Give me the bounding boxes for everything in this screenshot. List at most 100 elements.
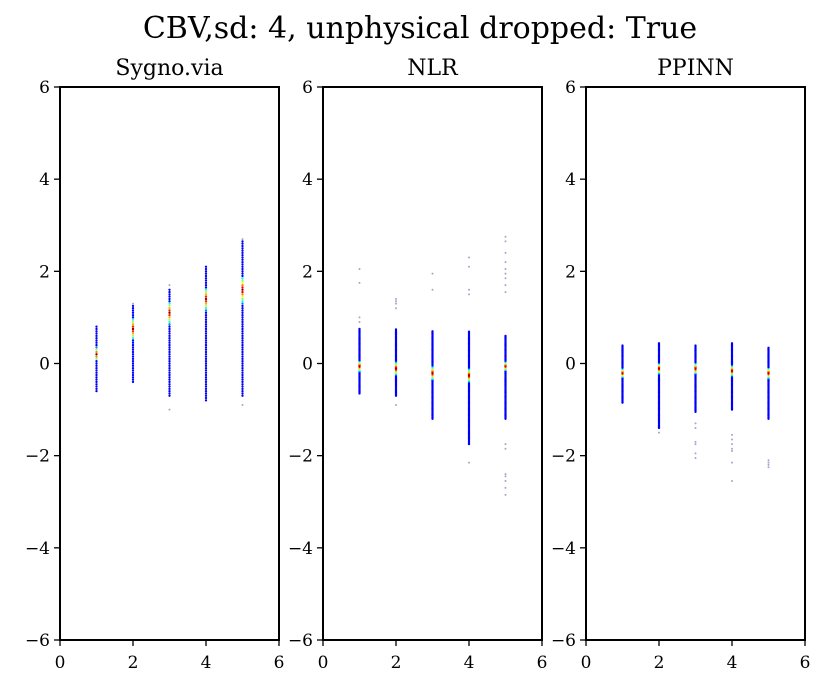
data-point: [204, 309, 208, 312]
data-point: [131, 378, 135, 381]
data-point: [204, 341, 208, 344]
data-point: [168, 387, 171, 390]
data-point: [168, 385, 171, 388]
data-point: [204, 362, 208, 365]
data-point: [241, 251, 244, 255]
data-point: [168, 337, 171, 340]
y-tick-label: 2: [302, 262, 313, 282]
data-point: [204, 390, 208, 393]
outlier-point: [504, 443, 507, 446]
data-point: [241, 302, 244, 305]
data-point: [95, 387, 98, 390]
data-point: [241, 380, 244, 384]
data-point: [204, 327, 208, 331]
outlier-point: [431, 272, 434, 275]
data-point: [168, 364, 171, 367]
outlier-point: [504, 486, 507, 489]
y-tick-label: 4: [302, 170, 313, 190]
data-point: [204, 332, 208, 335]
data-point: [131, 325, 135, 328]
outlier-point: [504, 480, 507, 483]
data-point: [168, 346, 171, 349]
data-point: [131, 309, 135, 312]
data-point: [95, 337, 98, 340]
x-tick-label: 6: [800, 653, 811, 673]
y-tick-label: −6: [551, 631, 576, 651]
data-point: [241, 373, 244, 377]
data-point: [95, 371, 98, 374]
scatter-points: [358, 235, 507, 496]
y-tick-label: −6: [288, 631, 313, 651]
x-tick-label: 2: [654, 653, 665, 673]
data-point: [168, 320, 171, 324]
data-point: [241, 320, 244, 324]
data-point: [241, 334, 244, 337]
data-point: [204, 284, 208, 287]
data-point: [168, 343, 171, 347]
data-point: [204, 267, 208, 271]
data-point: [241, 244, 244, 248]
outlier-point: [504, 475, 507, 478]
x-tick-label: 2: [391, 653, 402, 673]
outlier-point: [731, 438, 733, 441]
data-point: [131, 318, 135, 321]
outlier-point: [694, 443, 697, 446]
data-point: [168, 376, 171, 379]
data-point: [131, 350, 135, 354]
data-point: [168, 300, 171, 303]
data-point: [131, 357, 135, 361]
data-point: [168, 323, 171, 326]
data-point: [241, 240, 244, 243]
data-point: [168, 290, 171, 294]
data-point: [168, 366, 171, 370]
data-point: [131, 348, 135, 351]
data-point: [204, 323, 208, 326]
data-point: [168, 304, 171, 308]
outlier-point: [468, 293, 470, 296]
data-point: [204, 369, 208, 372]
data-point: [168, 390, 171, 393]
data-point: [204, 320, 208, 324]
data-point: [131, 346, 135, 349]
data-point: [204, 270, 208, 273]
y-tick-label: −4: [25, 539, 50, 559]
data-point: [168, 327, 171, 331]
outlier-point: [468, 265, 470, 268]
data-point: [95, 369, 98, 372]
data-point: [168, 311, 171, 314]
outlier-point: [241, 238, 244, 241]
outlier-point: [767, 466, 770, 469]
data-point: [657, 342, 661, 345]
data-point: [95, 325, 98, 328]
data-point: [131, 337, 135, 340]
outlier-point: [395, 307, 397, 310]
outlier-point: [504, 235, 507, 238]
data-point: [168, 355, 171, 358]
data-point: [168, 334, 171, 337]
data-point: [95, 332, 98, 335]
data-point: [241, 300, 244, 303]
data-point: [241, 309, 244, 312]
data-point: [204, 337, 208, 340]
data-point: [95, 355, 98, 358]
data-point: [204, 394, 208, 397]
panel-title: Sygno.via: [115, 56, 223, 81]
data-point: [694, 344, 697, 347]
data-point: [95, 339, 98, 342]
data-point: [204, 371, 208, 374]
data-point: [467, 330, 471, 333]
y-tick-label: −4: [551, 539, 576, 559]
data-point: [95, 341, 98, 344]
y-tick-label: 2: [565, 262, 576, 282]
data-point: [204, 288, 208, 291]
data-point: [131, 360, 135, 363]
data-point: [241, 369, 244, 372]
data-point: [168, 332, 171, 335]
outlier-point: [431, 288, 434, 291]
data-point: [241, 343, 244, 347]
data-point: [241, 385, 244, 388]
data-point: [730, 342, 734, 345]
data-point: [204, 279, 208, 282]
data-point: [131, 307, 135, 310]
data-point: [95, 364, 98, 367]
